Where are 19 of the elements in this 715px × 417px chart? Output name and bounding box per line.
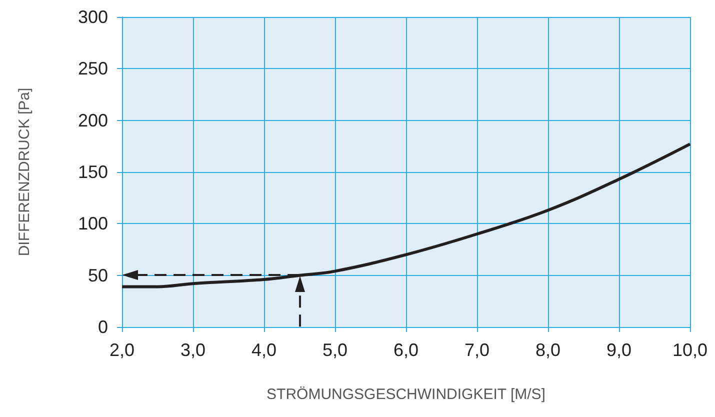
x-tick-label: 10,0: [672, 340, 708, 360]
y-tick-label: 200: [78, 110, 108, 130]
y-tick-label: 0: [98, 317, 108, 337]
x-tick-label: 2,0: [109, 340, 135, 360]
x-tick-label: 6,0: [393, 340, 419, 360]
x-tick-label: 8,0: [535, 340, 561, 360]
x-tick-label: 3,0: [180, 340, 206, 360]
y-tick-label: 250: [78, 58, 108, 79]
x-tick-label: 7,0: [464, 340, 490, 360]
x-tick-label: 4,0: [251, 340, 277, 360]
x-tick-label: 9,0: [606, 340, 632, 360]
y-tick-label: 150: [78, 162, 108, 182]
line-series: [120, 142, 692, 288]
x-axis-title: STRÖMUNGSGESCHWINDIGKEIT [M/S]: [266, 386, 546, 403]
y-tick-label: 50: [88, 265, 108, 286]
y-axis-title: DIFFERENZDRUCK [Pa]: [16, 88, 33, 256]
y-tick-label: 100: [78, 214, 108, 234]
y-tick-label: 300: [78, 7, 108, 27]
x-tick-label: 5,0: [322, 340, 348, 360]
